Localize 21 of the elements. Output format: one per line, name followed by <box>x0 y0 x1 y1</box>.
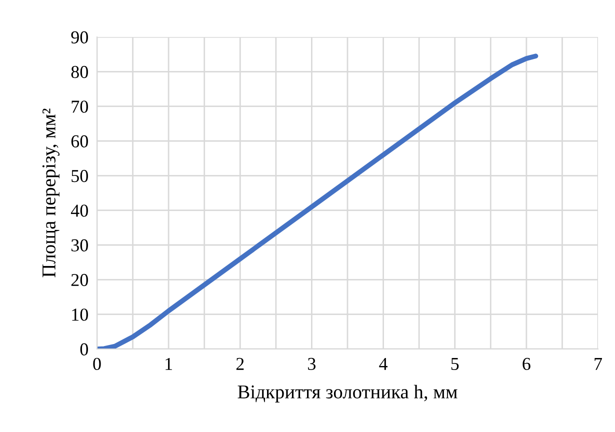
x-axis-title: Відкриття золотника h, мм <box>238 384 458 402</box>
x-tick-label: 7 <box>594 358 602 370</box>
x-tick-label: 0 <box>93 358 101 370</box>
y-tick-label: 80 <box>71 66 88 78</box>
line-series <box>97 54 538 349</box>
y-tick-label: 30 <box>71 239 88 252</box>
y-tick-label: 50 <box>72 170 88 182</box>
y-axis-title: Площа перерізу, мм² <box>42 108 60 278</box>
y-tick-label: 40 <box>70 204 88 217</box>
y-tick-label: 60 <box>71 135 88 148</box>
x-tick-label: 3 <box>308 358 316 370</box>
y-tick-label: 90 <box>71 31 88 44</box>
y-tick-label: 70 <box>72 100 88 113</box>
x-tick-label: 4 <box>379 358 388 370</box>
x-tick-label: 2 <box>236 358 244 370</box>
x-tick-label: 1 <box>166 358 172 370</box>
x-tick-label: 6 <box>522 358 530 370</box>
y-tick-label: 20 <box>71 274 88 286</box>
y-tick-label: 0 <box>80 343 88 356</box>
y-tick-label: 10 <box>72 308 88 321</box>
x-tick-label: 5 <box>451 358 459 370</box>
